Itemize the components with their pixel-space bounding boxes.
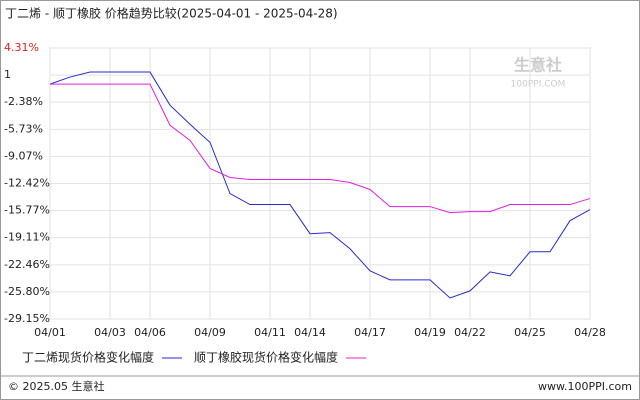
y-tick-label: -25.80% <box>4 285 50 298</box>
chart-title: 丁二烯 - 顺丁橡胶 价格趋势比较(2025-04-01 - 2025-04-2… <box>5 6 338 21</box>
y-tick-label: -22.46% <box>4 258 50 271</box>
x-tick-label: 04/03 <box>94 326 126 339</box>
y-tick-label: -15.77% <box>4 204 50 217</box>
x-tick-label: 04/28 <box>574 326 606 339</box>
x-tick-label: 04/11 <box>254 326 286 339</box>
watermark: 生意社 <box>514 56 562 75</box>
y-tick-label: 1 <box>4 68 11 81</box>
footer-left: © 2025.05 生意社 <box>8 379 104 393</box>
y-tick-label: -9.07% <box>4 149 43 162</box>
x-tick-label: 04/19 <box>414 326 446 339</box>
footer-right: www.100PPI.com <box>538 380 632 393</box>
x-tick-label: 04/01 <box>34 326 66 339</box>
x-tick-label: 04/22 <box>454 326 486 339</box>
x-tick-label: 04/06 <box>134 326 166 339</box>
legend-label: 丁二烯现货价格变化幅度 <box>22 350 154 365</box>
legend-label: 顺丁橡胶现货价格变化幅度 <box>194 350 338 365</box>
y-tick-label: -12.42% <box>4 177 50 190</box>
series-line <box>49 71 591 299</box>
watermark: 100PPI.COM <box>511 80 566 90</box>
y-tick-label: -2.38% <box>4 95 43 108</box>
y-tick-label: -19.11% <box>4 231 50 244</box>
y-tick-label: 4.31% <box>4 41 39 54</box>
x-tick-label: 04/25 <box>514 326 546 339</box>
x-tick-label: 04/17 <box>354 326 386 339</box>
series-line <box>50 83 591 214</box>
y-tick-label: -5.73% <box>4 122 43 135</box>
x-tick-label: 04/14 <box>294 326 326 339</box>
y-tick-label: -29.15% <box>4 312 50 325</box>
x-tick-label: 04/09 <box>194 326 226 339</box>
